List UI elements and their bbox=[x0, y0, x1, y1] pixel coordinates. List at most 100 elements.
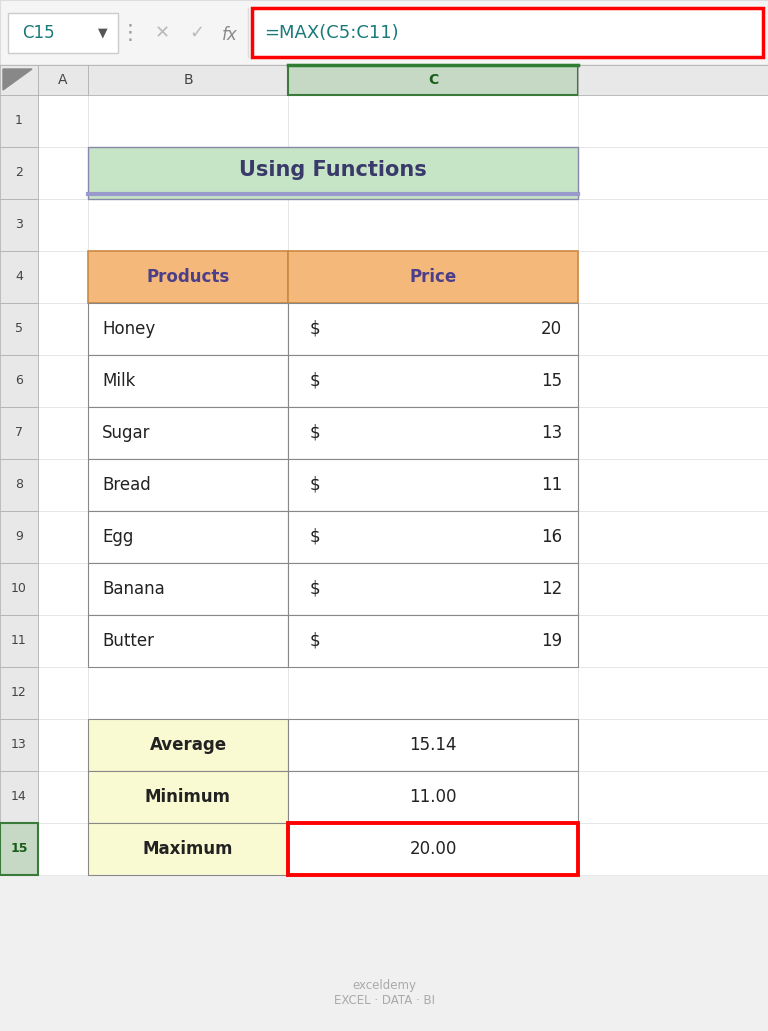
Bar bbox=[38, 355, 88, 407]
Text: 12: 12 bbox=[11, 687, 27, 699]
Bar bbox=[0, 95, 38, 147]
Bar bbox=[288, 616, 578, 667]
Bar bbox=[288, 616, 578, 667]
Text: 5: 5 bbox=[15, 323, 23, 335]
Bar bbox=[88, 771, 288, 823]
Bar bbox=[288, 459, 578, 511]
Bar bbox=[288, 355, 578, 407]
Text: 9: 9 bbox=[15, 531, 23, 543]
Bar bbox=[88, 511, 288, 563]
Bar bbox=[578, 563, 768, 616]
Bar bbox=[0, 719, 38, 771]
Bar bbox=[38, 199, 88, 251]
Text: $: $ bbox=[310, 320, 320, 338]
Bar bbox=[288, 199, 578, 251]
Text: $: $ bbox=[310, 476, 320, 494]
Text: Milk: Milk bbox=[102, 372, 135, 390]
Text: 4: 4 bbox=[15, 270, 23, 284]
Text: ✕: ✕ bbox=[154, 24, 170, 42]
Bar bbox=[38, 823, 88, 875]
Text: fx: fx bbox=[222, 26, 238, 44]
Text: 6: 6 bbox=[15, 374, 23, 388]
Bar bbox=[288, 823, 578, 875]
Text: $: $ bbox=[310, 372, 320, 390]
Bar bbox=[0, 199, 38, 251]
Bar bbox=[0, 407, 38, 459]
Bar bbox=[288, 303, 578, 355]
Bar bbox=[0, 511, 38, 563]
Bar bbox=[288, 511, 578, 563]
Bar bbox=[288, 563, 578, 616]
Text: 15.14: 15.14 bbox=[409, 736, 457, 754]
Bar bbox=[88, 667, 288, 719]
Bar bbox=[578, 823, 768, 875]
Polygon shape bbox=[3, 69, 32, 90]
Bar bbox=[38, 303, 88, 355]
Bar bbox=[578, 616, 768, 667]
Text: Average: Average bbox=[150, 736, 227, 754]
Bar bbox=[578, 719, 768, 771]
Bar bbox=[288, 251, 578, 303]
Bar bbox=[288, 667, 578, 719]
Bar bbox=[88, 65, 288, 95]
Bar bbox=[578, 407, 768, 459]
Bar bbox=[38, 147, 88, 199]
Text: Minimum: Minimum bbox=[145, 788, 231, 806]
Text: 10: 10 bbox=[11, 583, 27, 596]
Bar bbox=[0, 147, 38, 199]
Bar bbox=[88, 147, 578, 199]
Bar bbox=[88, 251, 288, 303]
Bar bbox=[0, 0, 768, 65]
Bar bbox=[88, 147, 288, 199]
Text: exceldemy
EXCEL · DATA · BI: exceldemy EXCEL · DATA · BI bbox=[333, 979, 435, 1007]
Bar bbox=[578, 667, 768, 719]
Text: 11: 11 bbox=[11, 634, 27, 647]
Bar bbox=[578, 303, 768, 355]
Bar bbox=[0, 667, 38, 719]
Bar bbox=[288, 407, 578, 459]
Text: 11: 11 bbox=[541, 476, 562, 494]
Bar bbox=[38, 616, 88, 667]
Bar bbox=[88, 616, 288, 667]
Bar bbox=[38, 719, 88, 771]
Text: 3: 3 bbox=[15, 219, 23, 232]
Bar bbox=[288, 95, 578, 147]
Text: C: C bbox=[428, 73, 438, 87]
Bar bbox=[38, 563, 88, 616]
Text: 12: 12 bbox=[541, 580, 562, 598]
Bar bbox=[88, 199, 288, 251]
Bar bbox=[38, 771, 88, 823]
Bar bbox=[288, 771, 578, 823]
Bar bbox=[288, 251, 578, 303]
Text: 11.00: 11.00 bbox=[409, 788, 457, 806]
Text: 15: 15 bbox=[10, 842, 28, 856]
Text: $: $ bbox=[310, 580, 320, 598]
Text: 16: 16 bbox=[541, 528, 562, 546]
Bar bbox=[0, 65, 38, 95]
Bar bbox=[88, 563, 288, 616]
Bar bbox=[578, 95, 768, 147]
Bar bbox=[88, 459, 288, 511]
Bar bbox=[288, 147, 578, 199]
Text: =MAX(C5:C11): =MAX(C5:C11) bbox=[264, 24, 399, 41]
Text: 13: 13 bbox=[541, 424, 562, 442]
Bar bbox=[578, 355, 768, 407]
Text: Butter: Butter bbox=[102, 632, 154, 650]
Text: ⋮: ⋮ bbox=[120, 23, 141, 43]
Text: Bread: Bread bbox=[102, 476, 151, 494]
Bar bbox=[288, 303, 578, 355]
Bar bbox=[288, 563, 578, 616]
Text: Maximum: Maximum bbox=[143, 840, 233, 858]
Bar bbox=[252, 8, 763, 57]
Bar bbox=[578, 65, 768, 95]
Bar bbox=[88, 355, 288, 407]
Text: 20: 20 bbox=[541, 320, 562, 338]
Bar bbox=[578, 199, 768, 251]
Text: 20.00: 20.00 bbox=[409, 840, 457, 858]
Bar bbox=[88, 719, 288, 771]
Text: ▼: ▼ bbox=[98, 27, 108, 39]
Bar bbox=[88, 407, 288, 459]
Text: Using Functions: Using Functions bbox=[239, 160, 427, 180]
Bar bbox=[288, 459, 578, 511]
Text: $: $ bbox=[310, 632, 320, 650]
